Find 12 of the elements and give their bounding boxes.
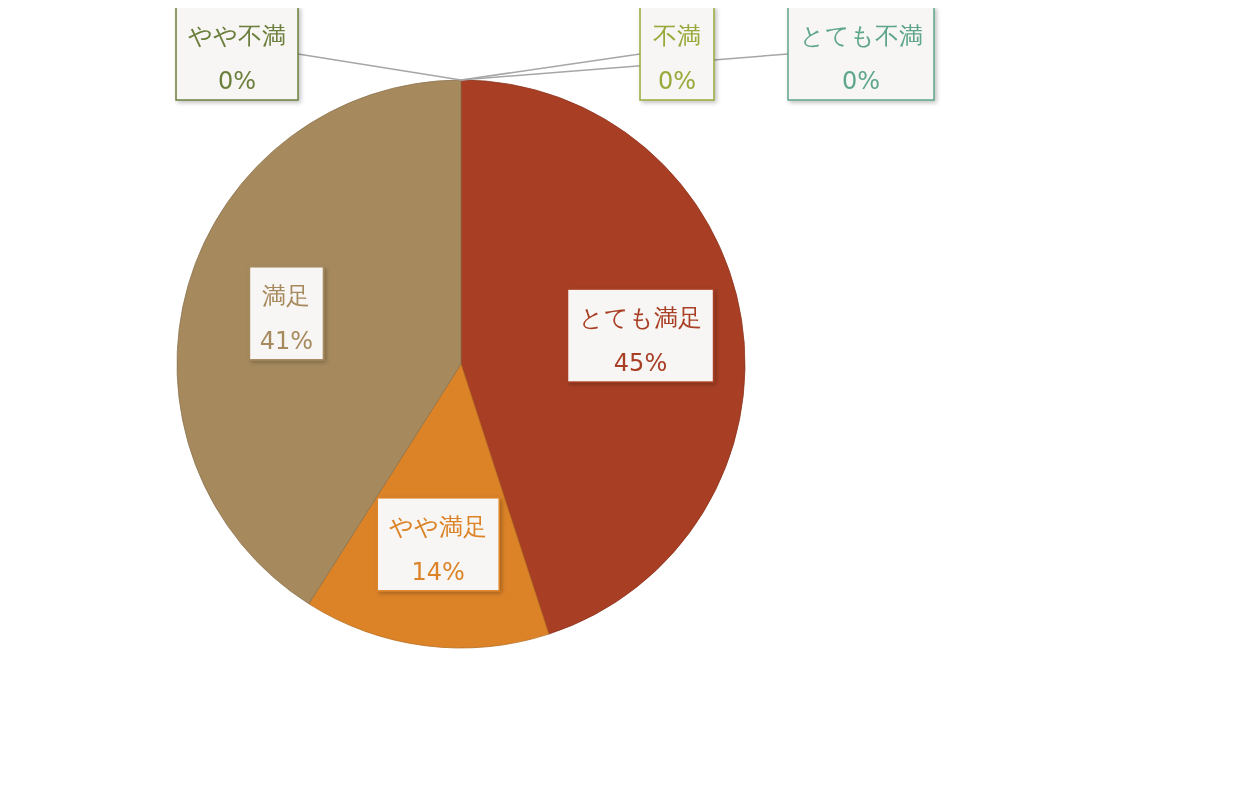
data-label: 41% bbox=[259, 326, 314, 355]
slice-label: とても満足 bbox=[579, 304, 703, 333]
category-label: 不満 bbox=[653, 22, 701, 50]
data-label: 45% bbox=[613, 349, 668, 378]
text: 0% bbox=[217, 67, 257, 95]
data-label: 14% bbox=[411, 557, 465, 586]
slice-label: 満足 bbox=[262, 281, 311, 310]
category-label: とても不満 bbox=[799, 22, 923, 50]
slice-label: やや満足 bbox=[389, 512, 488, 541]
text: 0% bbox=[657, 67, 697, 95]
text: 0% bbox=[841, 67, 881, 95]
category-label: やや不満 bbox=[188, 22, 286, 50]
